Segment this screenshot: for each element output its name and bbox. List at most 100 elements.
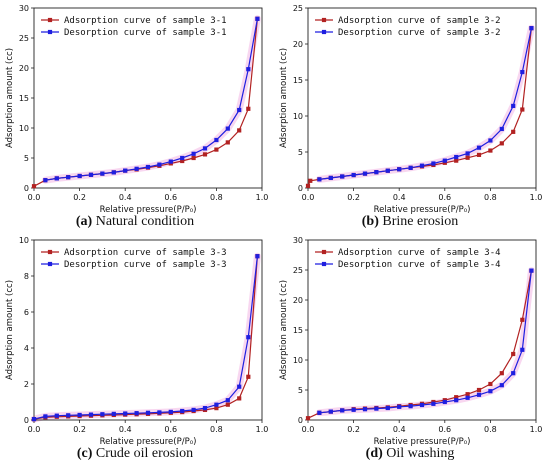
data-point-desorption: [255, 254, 260, 259]
data-point-desorption: [374, 406, 379, 411]
data-point-adsorption: [520, 317, 525, 322]
data-point-desorption: [191, 151, 196, 156]
data-point-desorption: [66, 175, 71, 180]
x-tick-label: 0.4: [119, 193, 132, 202]
series-line-adsorption: [307, 28, 532, 187]
data-point-adsorption: [476, 387, 482, 393]
data-point-adsorption: [246, 374, 251, 379]
x-axis-label: Relative pressure(P/P₀): [100, 205, 197, 215]
data-point-desorption: [385, 405, 390, 411]
x-tick-label: 1.0: [530, 425, 543, 434]
legend-entry: Desorption curve of sample 3-4: [338, 260, 501, 270]
data-point-desorption: [529, 268, 534, 273]
data-point-adsorption: [191, 155, 196, 161]
chart-panel-c: 0.0 0.2 0.4 0.6 0.8 1.0 0 2 4 6 8 10 Relative pressu…: [5, 236, 268, 461]
data-point-adsorption: [308, 178, 313, 183]
data-point-adsorption: [488, 148, 493, 153]
chart-panel-d: 0.0 0.2 0.4 0.6 0.8 1.0 0 5 10 15 20 25 30 Relative p…: [279, 236, 542, 461]
caption-text: Natural condition: [92, 214, 194, 229]
y-tick-label: 25: [19, 34, 29, 43]
data-point-desorption: [520, 69, 525, 75]
data-point-desorption: [214, 137, 219, 143]
highlight-band: [315, 24, 535, 183]
data-point-desorption: [54, 413, 59, 418]
data-point-adsorption: [225, 402, 230, 407]
data-point-desorption: [317, 410, 322, 415]
data-point-desorption: [214, 402, 219, 407]
y-tick-label: 20: [293, 296, 303, 305]
data-point-adsorption: [520, 107, 525, 112]
y-tick-label: 15: [293, 326, 303, 335]
legend-marker: [321, 29, 327, 35]
x-tick-label: 0.0: [302, 425, 315, 434]
y-tick-label: 10: [19, 124, 29, 133]
y-tick-label: 30: [293, 236, 303, 245]
data-point-desorption: [43, 414, 48, 419]
x-axis-label: Relative pressure(P/P₀): [374, 437, 471, 447]
x-tick-label: 0.6: [164, 425, 177, 434]
data-point-desorption: [123, 411, 128, 416]
x-axis-label: Relative pressure(P/P₀): [100, 437, 197, 447]
data-point-desorption: [397, 404, 402, 409]
data-point-desorption: [419, 402, 425, 408]
legend-entry: Adsorption curve of sample 3-2: [338, 16, 501, 26]
data-point-desorption: [419, 163, 425, 168]
data-point-adsorption: [305, 416, 311, 421]
y-tick-label: 5: [298, 148, 303, 157]
series-line-adsorption: [33, 256, 258, 420]
data-point-adsorption: [305, 183, 311, 188]
data-point-desorption: [408, 165, 413, 170]
x-tick-label: 0.0: [28, 425, 41, 434]
series-line-desorption: [319, 28, 532, 180]
data-point-desorption: [77, 173, 82, 179]
x-tick-label: 0.2: [347, 193, 360, 202]
data-point-desorption: [385, 168, 390, 173]
data-point-desorption: [317, 177, 322, 182]
x-tick-label: 0.8: [210, 425, 223, 434]
caption-letter: (a): [76, 214, 93, 229]
data-point-desorption: [442, 158, 447, 163]
data-point-desorption: [157, 162, 162, 167]
legend-entry: Adsorption curve of sample 3-3: [64, 248, 227, 258]
data-point-desorption: [431, 401, 436, 406]
data-point-desorption: [520, 347, 525, 352]
data-point-desorption: [157, 410, 162, 415]
x-axis-label: Relative pressure(P/P₀): [374, 205, 471, 215]
x-tick-label: 0.2: [347, 425, 360, 434]
y-tick-label: 20: [19, 64, 29, 73]
y-tick-label: 2: [24, 380, 29, 389]
y-tick-label: 20: [293, 40, 303, 49]
data-point-desorption: [442, 399, 447, 405]
data-point-desorption: [340, 408, 345, 413]
legend-marker: [47, 29, 53, 35]
data-point-desorption: [511, 371, 516, 376]
data-point-desorption: [351, 172, 356, 178]
x-tick-label: 1.0: [256, 193, 269, 202]
data-point-adsorption: [214, 147, 219, 152]
legend-marker: [47, 17, 53, 23]
data-point-desorption: [465, 395, 470, 400]
data-point-desorption: [255, 16, 260, 21]
data-point-desorption: [465, 151, 470, 156]
legend-entry: Adsorption curve of sample 3-4: [338, 248, 501, 258]
x-tick-label: 0.8: [484, 193, 497, 202]
data-point-desorption: [66, 413, 71, 418]
data-point-adsorption: [202, 152, 208, 157]
legend-entry: Adsorption curve of sample 3-1: [64, 16, 227, 26]
data-point-desorption: [374, 170, 379, 175]
y-tick-label: 4: [24, 344, 29, 353]
y-tick-label: 25: [293, 4, 303, 13]
series-line-desorption: [319, 270, 532, 414]
caption-text: Crude oil erosion: [92, 446, 193, 461]
data-point-desorption: [191, 407, 196, 413]
y-axis-label: Adsorption amount (cc): [279, 48, 289, 148]
chart-panel-a: 0.0 0.2 0.4 0.6 0.8 1.0 0 5 10 15 20 25 30 Relative p…: [5, 4, 268, 229]
plot-frame: [33, 239, 263, 421]
data-point-desorption: [88, 172, 94, 177]
y-tick-label: 6: [24, 308, 29, 317]
legend-marker: [321, 261, 327, 267]
x-tick-label: 0.0: [302, 193, 315, 202]
data-point-desorption: [529, 26, 534, 31]
y-tick-label: 25: [293, 266, 303, 275]
